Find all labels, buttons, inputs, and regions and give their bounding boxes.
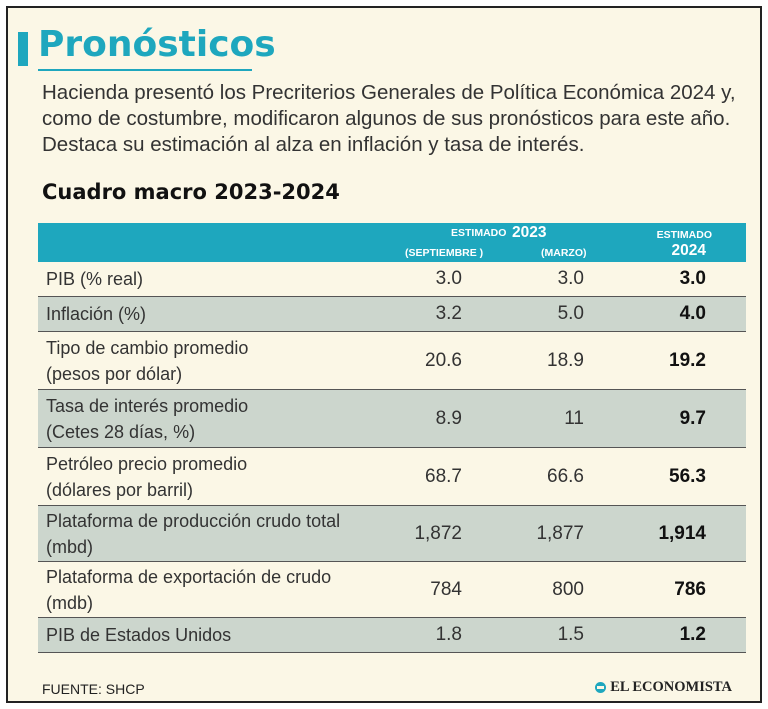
row-label: Plataforma de producción crudo total (mb… — [46, 508, 340, 560]
table-title: Cuadro macro 2023-2024 — [42, 180, 340, 204]
table-row: PIB (% real) 3.0 3.0 3.0 — [38, 262, 746, 297]
cell-estimado-2024: 3.0 — [679, 268, 706, 289]
header-col-marzo: (MARZO) — [541, 247, 587, 259]
intro-line: Hacienda presentó los Precriterios Gener… — [42, 81, 736, 104]
header-year-2024: 2024 — [671, 242, 706, 259]
cell-estimado-2024: 1,914 — [658, 522, 706, 544]
table-header: ESTIMADO 2023 (SEPTIEMBRE ) (MARZO) ESTI… — [38, 223, 746, 262]
brand-logo: EL ECONOMISTA — [595, 679, 732, 696]
cell-estimado-2024: 4.0 — [679, 303, 706, 324]
cell-septiembre: 1,872 — [414, 522, 462, 544]
row-label: Petróleo precio promedio (dólares por ba… — [46, 451, 247, 503]
header-estimado-2023-label: ESTIMADO — [451, 227, 507, 239]
brand-name: EL ECONOMISTA — [610, 679, 732, 695]
row-label-line: PIB (% real) — [46, 269, 144, 289]
title-accent-bar — [18, 32, 28, 66]
row-label-line: Inflación (%) — [46, 304, 147, 324]
row-label-line: Petróleo precio promedio — [46, 453, 248, 474]
cell-septiembre: 68.7 — [425, 465, 462, 487]
table-row: PIB de Estados Unidos 1.8 1.5 1.2 — [38, 618, 746, 653]
row-label-line: Tipo de cambio promedio — [46, 337, 249, 358]
row-label-line: (Cetes 28 días, %) — [46, 421, 196, 442]
cell-marzo: 11 — [564, 407, 584, 429]
cell-estimado-2024: 786 — [674, 578, 706, 600]
row-label: PIB (% real) — [46, 266, 143, 292]
macro-table: ESTIMADO 2023 (SEPTIEMBRE ) (MARZO) ESTI… — [38, 223, 746, 653]
row-label-line: Plataforma de exportación de crudo — [46, 566, 332, 587]
cell-marzo: 1.5 — [557, 624, 584, 645]
brand-mark-icon — [595, 682, 607, 693]
cell-estimado-2024: 56.3 — [669, 465, 706, 487]
row-label: Plataforma de exportación de crudo (mdb) — [46, 564, 331, 616]
intro-paragraph: Hacienda presentó los Precriterios Gener… — [42, 80, 754, 158]
row-label: Tipo de cambio promedio (pesos por dólar… — [46, 335, 248, 387]
source-note: FUENTE: SHCP — [42, 681, 145, 697]
page-title: Pronósticos — [38, 24, 276, 65]
intro-line: como de costumbre, modificaron algunos d… — [42, 107, 731, 130]
cell-estimado-2024: 1.2 — [679, 624, 706, 645]
cell-estimado-2024: 9.7 — [679, 407, 706, 429]
row-label-line: (mbd) — [46, 536, 94, 557]
cell-estimado-2024: 19.2 — [669, 349, 706, 371]
row-label-line: PIB de Estados Unidos — [46, 625, 232, 645]
row-label-line: Plataforma de producción crudo total — [46, 510, 341, 531]
row-label-line: (pesos por dólar) — [46, 363, 183, 384]
cell-marzo: 5.0 — [557, 303, 584, 324]
row-label: PIB de Estados Unidos — [46, 622, 231, 648]
row-label-line: (mdb) — [46, 592, 94, 613]
table-row: Plataforma de exportación de crudo (mdb)… — [38, 562, 746, 618]
cell-septiembre: 1.8 — [435, 624, 462, 645]
cell-septiembre: 20.6 — [425, 349, 462, 371]
header-year-2023: 2023 — [512, 224, 547, 241]
cell-marzo: 800 — [552, 578, 584, 600]
cell-septiembre: 784 — [430, 578, 462, 600]
row-label: Inflación (%) — [46, 301, 146, 327]
cell-marzo: 18.9 — [547, 349, 584, 371]
table-row: Plataforma de producción crudo total (mb… — [38, 506, 746, 562]
header-estimado-2024-label: ESTIMADO — [656, 229, 712, 241]
cell-septiembre: 3.2 — [435, 303, 462, 324]
cell-septiembre: 3.0 — [435, 268, 462, 289]
infographic-frame: Pronósticos Hacienda presentó los Precri… — [6, 6, 762, 703]
table-row: Petróleo precio promedio (dólares por ba… — [38, 448, 746, 506]
table-row: Tasa de interés promedio (Cetes 28 días,… — [38, 390, 746, 448]
header-col-septiembre: (SEPTIEMBRE ) — [405, 247, 484, 259]
row-label-line: (dólares por barril) — [46, 479, 194, 500]
table-row: Inflación (%) 3.2 5.0 4.0 — [38, 297, 746, 332]
cell-marzo: 66.6 — [547, 465, 584, 487]
cell-septiembre: 8.9 — [435, 407, 462, 429]
cell-marzo: 3.0 — [557, 268, 584, 289]
table-row: Tipo de cambio promedio (pesos por dólar… — [38, 332, 746, 390]
title-underline — [38, 69, 252, 71]
row-label-line: Tasa de interés promedio — [46, 395, 249, 416]
cell-marzo: 1,877 — [536, 522, 584, 544]
intro-line: Destaca su estimación al alza en inflaci… — [42, 133, 585, 156]
row-label: Tasa de interés promedio (Cetes 28 días,… — [46, 393, 248, 445]
